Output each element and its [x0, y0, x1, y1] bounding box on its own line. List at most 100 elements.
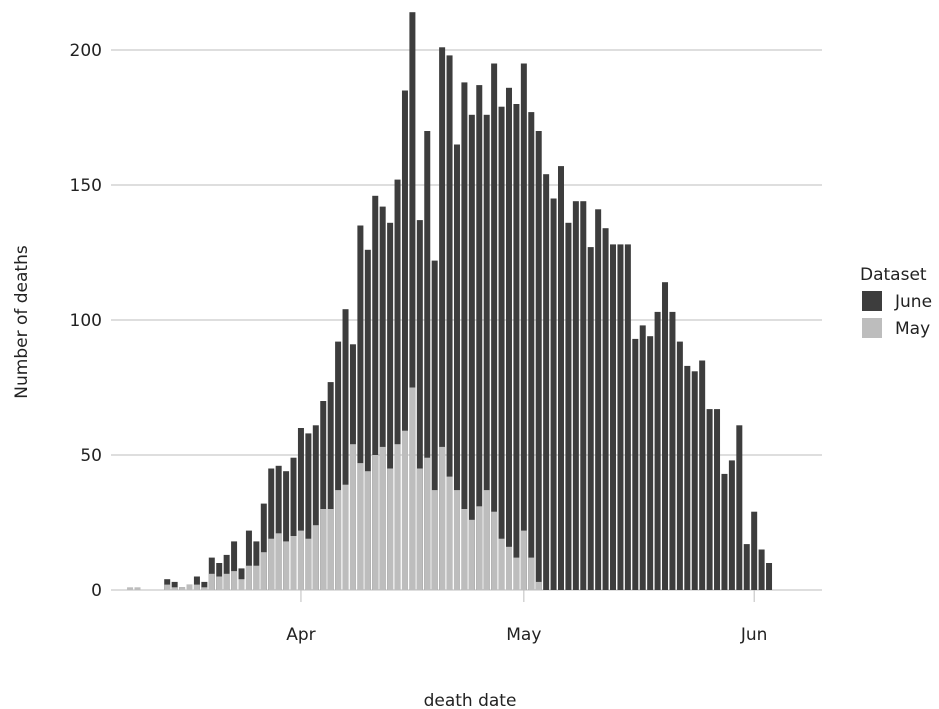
bar-may-49: [476, 506, 483, 590]
bar-june-82: [721, 473, 728, 590]
bar-may-31: [342, 484, 349, 590]
bar-june-53: [505, 87, 512, 591]
x-axis-ticks: Apr May Jun: [286, 590, 767, 645]
bar-june-73: [654, 311, 661, 590]
bar-june-81: [714, 409, 721, 590]
bar-may-25: [297, 530, 304, 590]
bar-may-27: [312, 525, 319, 590]
bar-may-24: [290, 536, 297, 590]
bar-june-28: [320, 401, 327, 590]
bar-may-16: [231, 571, 238, 590]
bar-may-38: [394, 444, 401, 590]
bar-june-48: [468, 114, 475, 591]
bar-may-55: [520, 530, 527, 590]
bar-june-86: [751, 511, 758, 590]
bar-june-83: [728, 460, 735, 590]
y-tick-label-0: 0: [91, 581, 102, 601]
bar-may-53: [505, 546, 512, 590]
bar-may-23: [283, 541, 290, 590]
bar-june-25: [297, 428, 304, 590]
legend-swatch-june: [862, 291, 882, 311]
bar-may-40: [409, 387, 416, 590]
x-tick-label-jun: Jun: [740, 625, 768, 645]
y-tick-label-50: 50: [80, 446, 102, 466]
y-axis-ticks: 0 50 100 150 200: [70, 41, 102, 601]
bar-june-76: [676, 341, 683, 590]
bar-june-8: [171, 581, 178, 590]
bar-may-43: [431, 490, 438, 590]
bar-june-69: [624, 244, 631, 590]
bar-june-29: [327, 382, 334, 590]
bar-june-75: [669, 311, 676, 590]
bar-may-17: [238, 579, 245, 590]
bar-june-26: [305, 433, 312, 590]
bar-may-13: [208, 573, 215, 590]
bar-june-59: [550, 198, 557, 590]
bar-june-58: [543, 174, 550, 590]
bar-june-56: [528, 112, 535, 590]
bar-june-74: [662, 282, 669, 590]
bar-june-49: [476, 85, 483, 590]
bar-may-14: [216, 576, 223, 590]
bar-may-35: [372, 455, 379, 590]
bar-june-47: [461, 82, 468, 591]
bar-june-51: [491, 63, 498, 590]
bar-may-54: [513, 557, 520, 590]
bar-june-20: [260, 503, 267, 590]
bar-june-40: [409, 12, 416, 590]
legend: Dataset June May: [860, 265, 932, 339]
bar-june-79: [699, 360, 706, 590]
bar-may-28: [320, 509, 327, 590]
bar-may-42: [424, 457, 431, 590]
bar-may-32: [349, 444, 356, 590]
bar-june-31: [342, 309, 349, 590]
bar-june-36: [379, 206, 386, 590]
bar-may-57: [535, 581, 542, 590]
bar-june-78: [691, 371, 698, 590]
bar-may-26: [305, 538, 312, 590]
bar-june-77: [684, 365, 691, 590]
bar-june-70: [632, 338, 639, 590]
bar-june-88: [766, 563, 773, 590]
bar-june-57: [535, 131, 542, 590]
bar-may-37: [387, 468, 394, 590]
x-tick-label-apr: Apr: [286, 625, 315, 645]
bar-june-27: [312, 425, 319, 590]
bar-june-66: [602, 228, 609, 590]
bar-may-33: [357, 463, 364, 590]
bar-june-37: [387, 222, 394, 591]
bar-may-20: [260, 552, 267, 590]
bar-june-64: [587, 247, 594, 590]
bar-may-8: [171, 587, 178, 590]
bar-june-46: [453, 144, 460, 590]
bar-may-3: [134, 587, 141, 590]
bar-june-84: [736, 425, 743, 590]
bar-june-39: [401, 90, 408, 590]
bar-june-34: [364, 249, 371, 591]
bar-june-11: [193, 576, 200, 590]
y-tick-label-150: 150: [70, 176, 102, 196]
bar-june-33: [357, 225, 364, 590]
x-tick-label-may: May: [506, 625, 541, 645]
bar-june-44: [439, 47, 446, 591]
bar-june-52: [498, 106, 505, 590]
bar-may-52: [498, 538, 505, 590]
bar-june-23: [283, 471, 290, 590]
bar-june-18: [245, 530, 252, 590]
bar-may-50: [483, 490, 490, 590]
bar-may-56: [528, 557, 535, 590]
bar-may-44: [439, 446, 446, 590]
bar-may-18: [245, 565, 252, 590]
may-bars: [127, 387, 542, 590]
legend-label-june: June: [894, 292, 932, 312]
bar-june-54: [513, 104, 520, 590]
june-bars: [164, 12, 773, 591]
bar-june-85: [743, 544, 750, 590]
bar-may-45: [446, 476, 453, 590]
bar-june-72: [647, 336, 654, 590]
bar-may-46: [453, 490, 460, 590]
bar-june-24: [290, 457, 297, 590]
bar-may-47: [461, 509, 468, 590]
bar-may-10: [186, 584, 193, 590]
